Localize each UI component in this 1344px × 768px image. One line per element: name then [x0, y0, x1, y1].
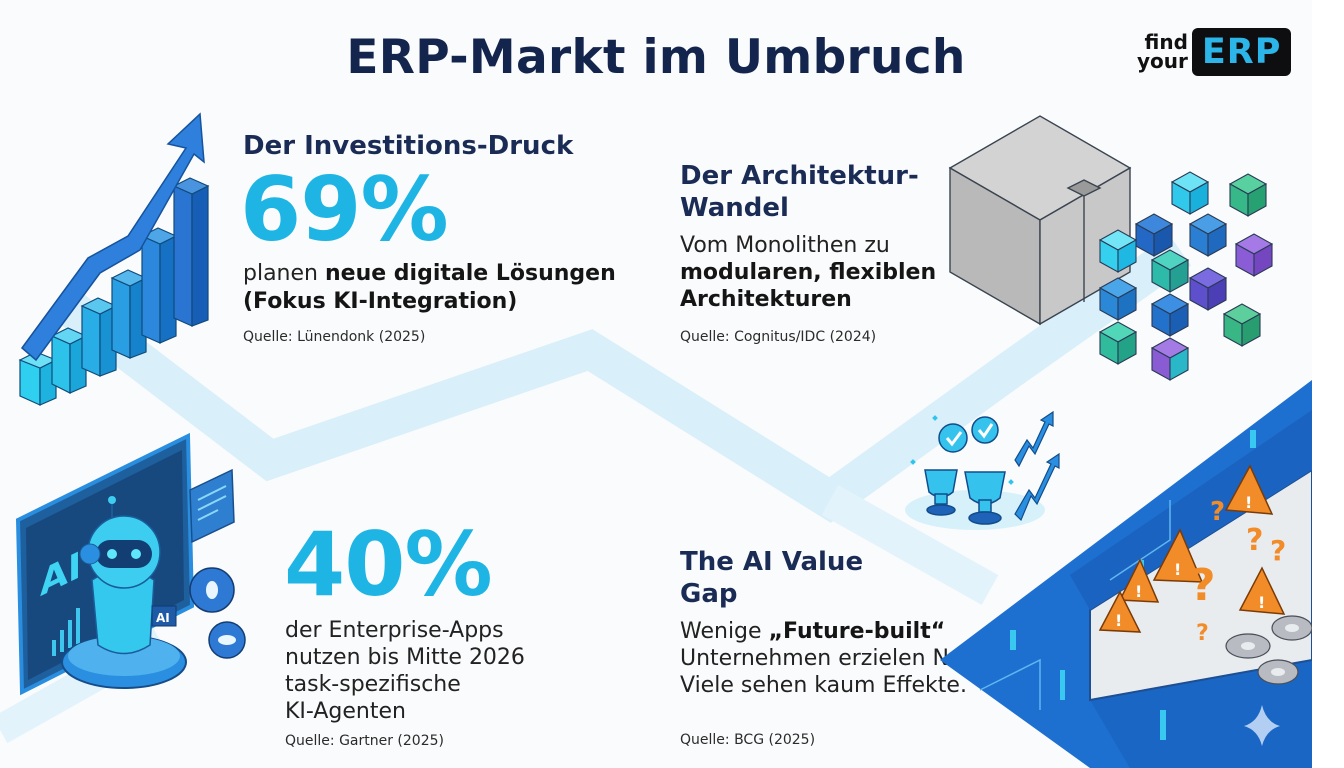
section-text-investitions-druck: planen neue digitale Lösungen (Fokus KI-… [243, 261, 616, 314]
page-title: ERP-Markt im Umbruch [346, 30, 966, 85]
rising-bar-chart-icon [18, 112, 210, 406]
logo-line-your: your [1137, 49, 1188, 73]
findyourerp-logo[interactable]: find your ERP [1137, 27, 1292, 77]
section-text-ki-agenten: der Enterprise-Apps nutzen bis Mitte 202… [285, 618, 525, 724]
svg-text:?: ? [1210, 497, 1225, 527]
svg-text:!: ! [1245, 493, 1252, 512]
section-heading-investitions-druck: Der Investitions-Druck [243, 131, 574, 161]
svg-text:?: ? [1270, 534, 1286, 567]
logo-erp-badge: ERP [1191, 28, 1292, 76]
right-margin [1312, 0, 1344, 768]
ai-robot-icon: AI AI [15, 432, 246, 696]
sparkle-icon [1244, 705, 1280, 746]
svg-text:!: ! [1258, 593, 1265, 612]
stat-69-percent: 69% [240, 158, 449, 261]
svg-text:?: ? [1190, 560, 1216, 611]
source-bcg: Quelle: BCG (2025) [680, 732, 816, 748]
stat-40-percent: 40% [284, 513, 493, 616]
robot-ai-badge: AI [156, 611, 170, 625]
value-gap-chasm-icon: !!!!! ????? [940, 380, 1312, 768]
source-luenendonk: Quelle: Lünendonk (2025) [243, 329, 426, 345]
section-heading-architektur-wandel: Der Architektur- Wandel [680, 161, 919, 223]
section-text-architektur-wandel: Vom Monolithen zu modularen, flexiblen A… [680, 233, 937, 312]
svg-text:?: ? [1246, 523, 1263, 558]
source-cognitus-idc: Quelle: Cognitus/IDC (2024) [680, 329, 877, 345]
logo-line-find: find [1144, 30, 1188, 54]
logo-text: find your [1137, 30, 1188, 73]
trophies-success-icon [905, 410, 1060, 530]
infographic: ERP-Markt im Umbruch find your ERP Der I… [0, 27, 1312, 768]
svg-text:!: ! [1115, 611, 1122, 630]
svg-text:!: ! [1174, 560, 1181, 579]
svg-text:?: ? [1196, 621, 1209, 646]
svg-text:!: ! [1135, 582, 1142, 601]
monolith-to-modules-icon [948, 115, 1274, 381]
section-heading-ai-value-gap: The AI Value Gap [680, 547, 864, 609]
source-gartner: Quelle: Gartner (2025) [285, 733, 444, 749]
